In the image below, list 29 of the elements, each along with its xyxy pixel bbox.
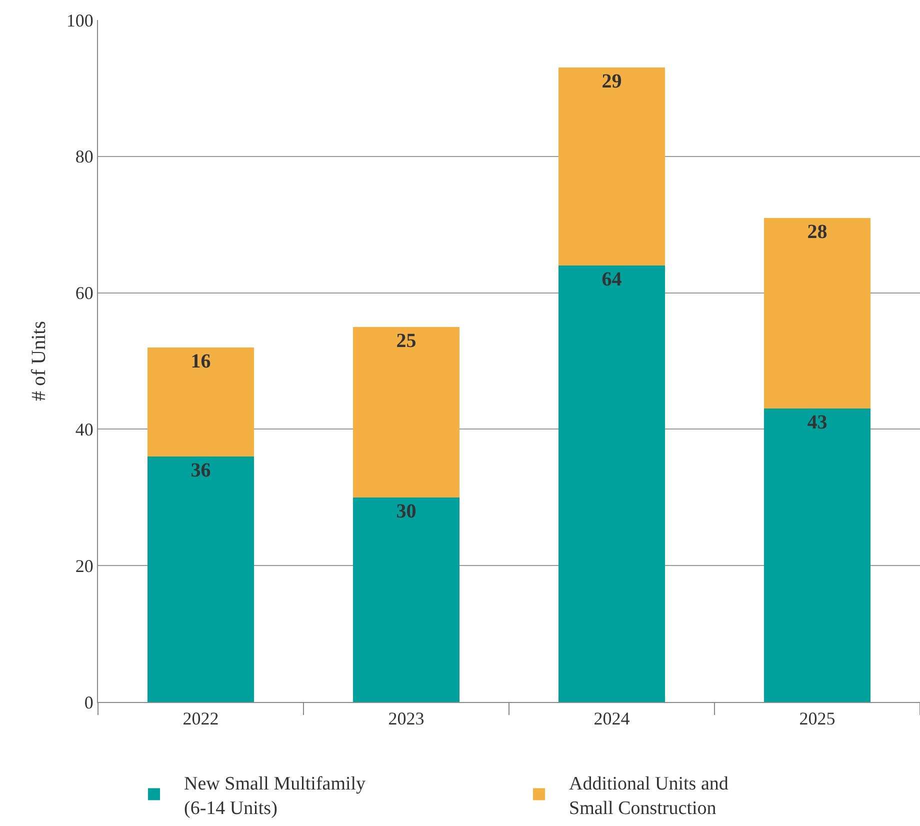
legend-label: Additional Units and Small Construction (569, 773, 729, 819)
y-axis-title: # of Units (28, 320, 50, 401)
data-label: 64 (602, 268, 622, 291)
bar (764, 218, 871, 409)
y-tick-label: 60 (75, 283, 94, 304)
legend-label: New Small Multifamily (6-14 Units) (184, 773, 366, 819)
data-label: 28 (807, 220, 828, 243)
bar (147, 347, 254, 456)
y-tick-label: 80 (75, 146, 94, 167)
data-label: 29 (602, 70, 622, 93)
data-label: 36 (190, 459, 211, 482)
bar (558, 266, 666, 702)
y-tick-label: 40 (75, 420, 94, 440)
bar (352, 326, 460, 498)
bar (558, 68, 666, 266)
data-label: 25 (396, 330, 416, 352)
x-tick-label: 2023 (388, 708, 424, 729)
x-tick-label: 2024 (594, 708, 630, 729)
data-label: 16 (190, 350, 211, 372)
data-label: 43 (807, 412, 828, 434)
y-tick-label: 0 (84, 692, 94, 712)
bar (352, 497, 460, 702)
bar (764, 408, 871, 702)
x-tick-label: 2025 (799, 708, 836, 729)
bar (147, 456, 254, 702)
y-tick-label: 100 (66, 10, 94, 30)
data-label: 30 (396, 500, 416, 522)
y-tick-label: 20 (75, 556, 94, 576)
x-tick-label: 2022 (182, 708, 219, 729)
